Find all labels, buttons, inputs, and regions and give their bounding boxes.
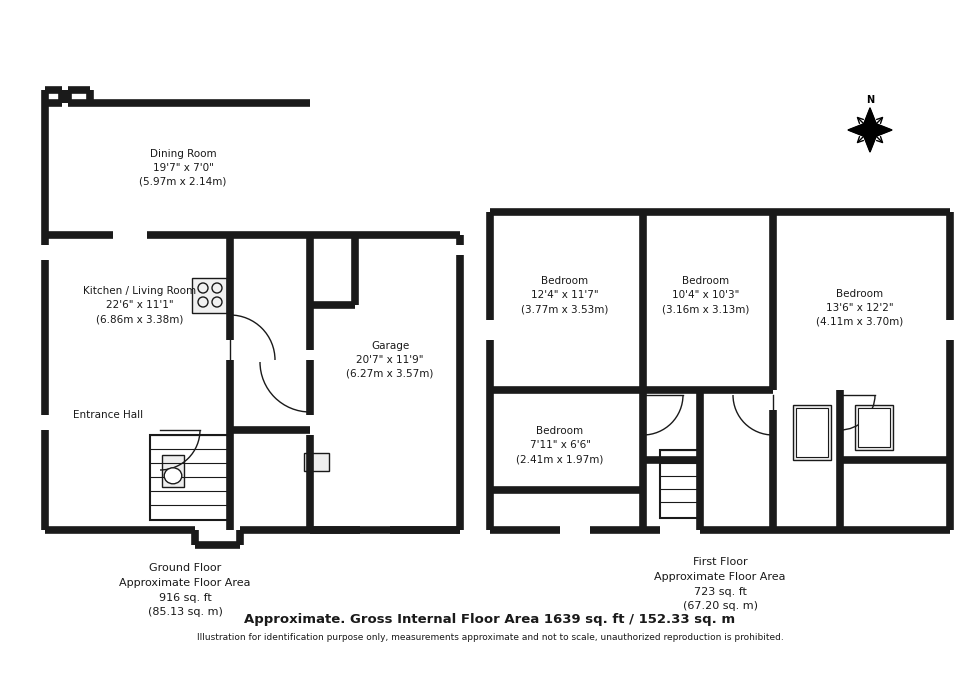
Text: Bedroom
10'4" x 10'3"
(3.16m x 3.13m): Bedroom 10'4" x 10'3" (3.16m x 3.13m) — [662, 276, 750, 314]
Text: Garage
20'7" x 11'9"
(6.27m x 3.57m): Garage 20'7" x 11'9" (6.27m x 3.57m) — [346, 341, 434, 379]
Bar — [796, 408, 828, 457]
Bar — [150, 435, 230, 520]
Ellipse shape — [165, 468, 182, 484]
Text: Dining Room
19'7" x 7'0"
(5.97m x 2.14m): Dining Room 19'7" x 7'0" (5.97m x 2.14m) — [139, 149, 226, 187]
Bar — [192, 278, 227, 313]
Polygon shape — [848, 108, 892, 152]
Bar — [858, 408, 890, 447]
Text: Bedroom
7'11" x 6'6"
(2.41m x 1.97m): Bedroom 7'11" x 6'6" (2.41m x 1.97m) — [516, 426, 604, 464]
Text: Illustration for identification purpose only, measurements approximate and not t: Illustration for identification purpose … — [197, 633, 783, 642]
Bar — [793, 405, 831, 460]
Text: N: N — [866, 95, 874, 105]
Bar — [304, 453, 329, 471]
Text: Kitchen / Living Room
22'6" x 11'1"
(6.86m x 3.38m): Kitchen / Living Room 22'6" x 11'1" (6.8… — [83, 286, 197, 324]
Text: First Floor
Approximate Floor Area
723 sq. ft
(67.20 sq. m): First Floor Approximate Floor Area 723 s… — [655, 557, 786, 612]
Text: Approximate. Gross Internal Floor Area 1639 sq. ft / 152.33 sq. m: Approximate. Gross Internal Floor Area 1… — [244, 614, 736, 626]
Bar — [660, 450, 698, 518]
Bar — [162, 455, 184, 487]
Text: Bedroom
13'6" x 12'2"
(4.11m x 3.70m): Bedroom 13'6" x 12'2" (4.11m x 3.70m) — [816, 289, 904, 327]
Bar — [855, 405, 893, 450]
Text: Bedroom
12'4" x 11'7"
(3.77m x 3.53m): Bedroom 12'4" x 11'7" (3.77m x 3.53m) — [521, 276, 609, 314]
Text: Ground Floor
Approximate Floor Area
916 sq. ft
(85.13 sq. m): Ground Floor Approximate Floor Area 916 … — [120, 563, 251, 617]
Text: Entrance Hall: Entrance Hall — [73, 410, 143, 420]
